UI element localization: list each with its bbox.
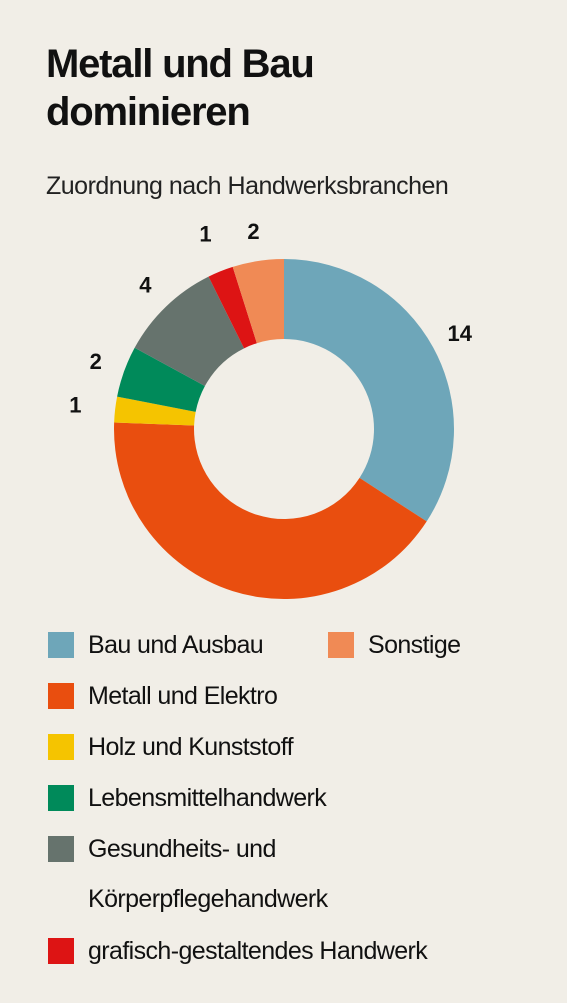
- data-label-lebensmittelhandwerk: 2: [90, 349, 102, 374]
- legend-label: grafisch-gestaltendes Handwerk: [88, 937, 428, 965]
- data-label-metall-und-elektro: 17: [211, 607, 235, 610]
- legend-label: Bau und Ausbau: [88, 631, 264, 659]
- data-label-grafisch-gestaltendes-handwerk: 1: [199, 222, 211, 247]
- legend-label: Holz und Kunststoff: [88, 733, 294, 761]
- legend-label: Sonstige: [368, 631, 461, 659]
- legend-swatch: [48, 683, 74, 709]
- legend-swatch: [48, 785, 74, 811]
- legend-item-grafisch-gestaltendes-handwerk: grafisch-gestaltendes Handwerk: [48, 926, 428, 976]
- chart-title: Metall und Bau dominieren: [46, 42, 315, 134]
- legend-item-sonstige: Sonstige: [328, 620, 461, 670]
- slice-sonstige: [232, 259, 284, 344]
- legend-label: Lebensmittelhandwerk: [88, 784, 327, 812]
- slice-holz-und-kunststoff: [114, 396, 196, 426]
- chart-subtitle: Zuordnung nach Handwerksbranchen: [46, 172, 449, 200]
- legend-label: Gesundheits- und Körperpflegehandwerk: [88, 835, 328, 913]
- slice-lebensmittelhandwerk: [117, 347, 205, 412]
- data-label-holz-und-kunststoff: 1: [69, 392, 81, 417]
- data-label-bau-und-ausbau: 14: [447, 321, 472, 346]
- slice-bau-und-ausbau: [284, 259, 455, 522]
- data-label-gesundheits-und-k-rperpflegehandwerk: 4: [139, 272, 152, 297]
- legend-item-holz-und-kunststoff: Holz und Kunststoff: [48, 722, 294, 772]
- slice-gesundheits-und-k-rperpflegehandwerk: [134, 276, 245, 387]
- legend-swatch: [48, 632, 74, 658]
- legend-item-gesundheits-und-k-rperpflegehandwerk: Gesundheits- und Körperpflegehandwerk: [48, 824, 328, 924]
- slice-grafisch-gestaltendes-handwerk: [208, 266, 257, 349]
- slice-metall-und-elektro: [114, 422, 427, 599]
- donut-chart: 141712412: [69, 220, 472, 610]
- legend-item-lebensmittelhandwerk: Lebensmittelhandwerk: [48, 773, 327, 823]
- legend-swatch: [48, 734, 74, 760]
- legend-swatch: [328, 632, 354, 658]
- legend-item-bau-und-ausbau: Bau und Ausbau: [48, 620, 264, 670]
- legend-swatch: [48, 938, 74, 964]
- legend-label: Metall und Elektro: [88, 682, 278, 710]
- data-label-sonstige: 2: [247, 220, 259, 244]
- legend-item-metall-und-elektro: Metall und Elektro: [48, 671, 278, 721]
- legend-swatch: [48, 836, 74, 862]
